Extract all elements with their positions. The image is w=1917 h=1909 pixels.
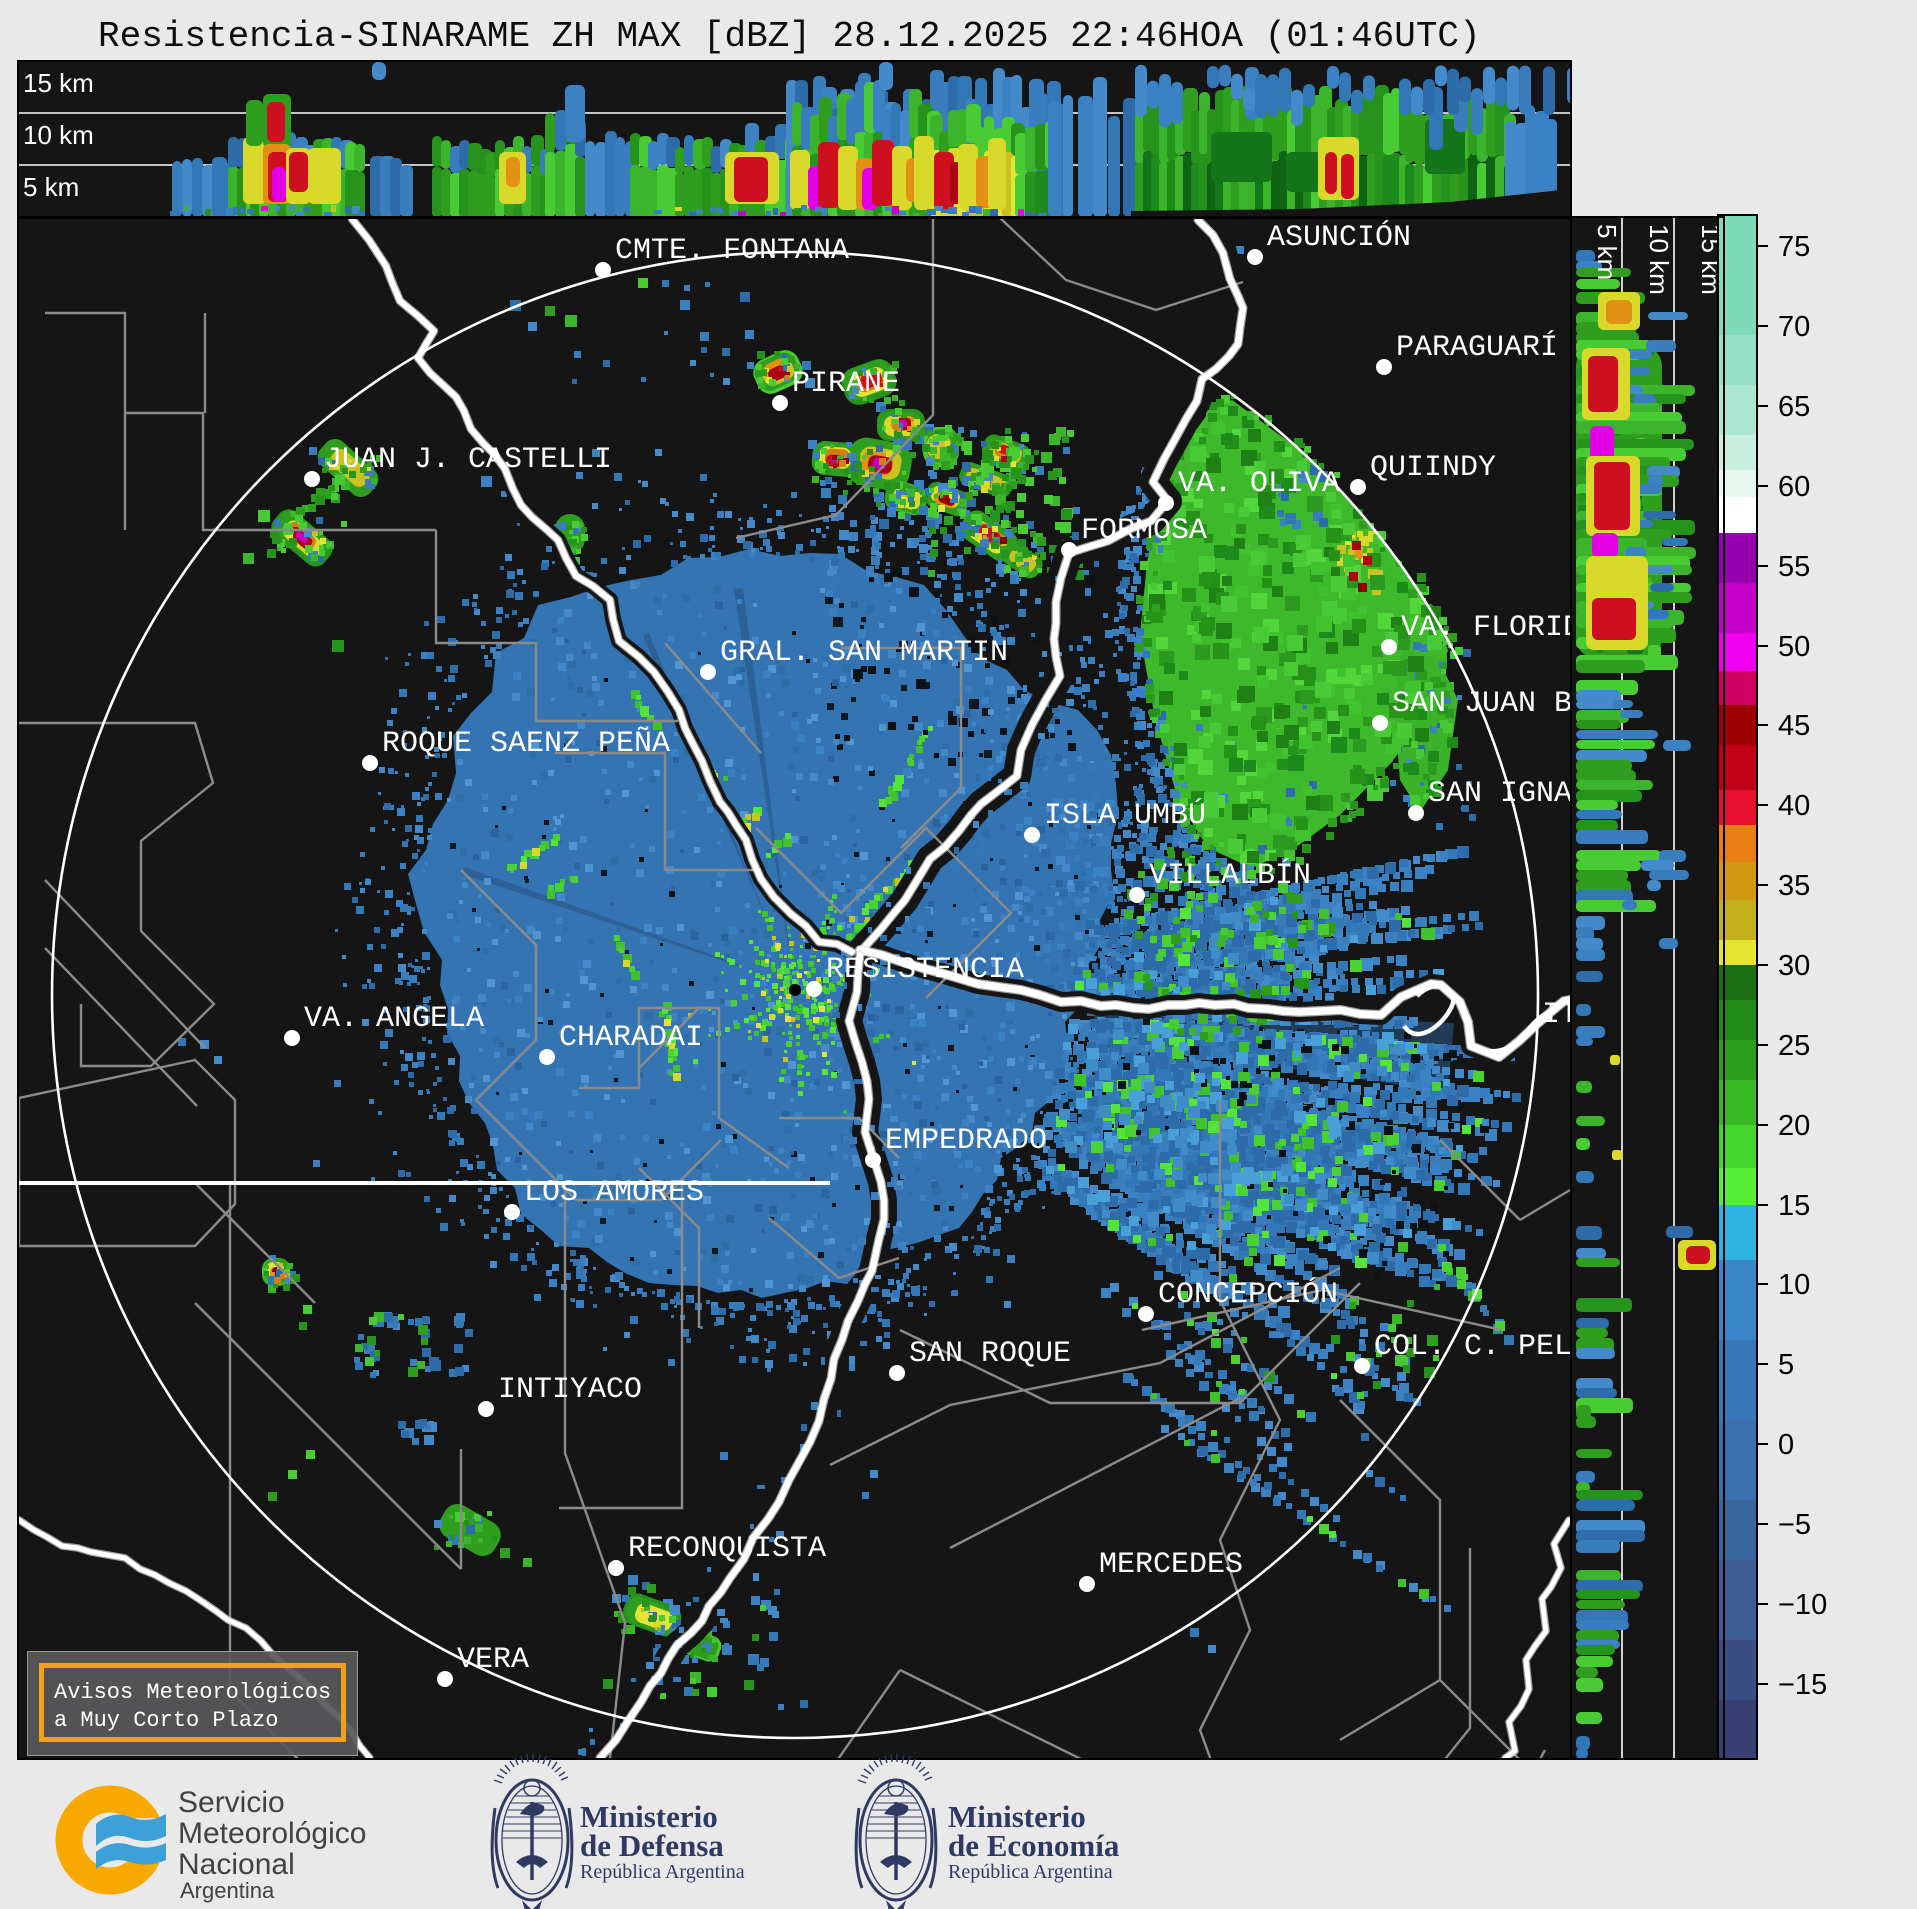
svg-text:Nacional: Nacional (178, 1848, 295, 1881)
svg-text:Meteorológico: Meteorológico (178, 1817, 366, 1850)
svg-text:CONCEPCIÓN: CONCEPCIÓN (1158, 1277, 1338, 1312)
svg-text:60: 60 (1778, 471, 1810, 503)
svg-text:República Argentina: República Argentina (948, 1861, 1113, 1883)
svg-text:VA. ANGELA: VA. ANGELA (304, 1002, 484, 1036)
svg-text:VILLALBÍN: VILLALBÍN (1149, 858, 1311, 893)
svg-text:20: 20 (1778, 1110, 1810, 1142)
svg-text:Servicio: Servicio (178, 1786, 285, 1819)
svg-text:LOS AMORES: LOS AMORES (524, 1176, 704, 1210)
svg-text:QUIINDY: QUIINDY (1370, 451, 1496, 485)
svg-text:10 km: 10 km (1644, 224, 1674, 295)
svg-text:PIRANE: PIRANE (792, 367, 900, 401)
svg-text:de Defensa: de Defensa (580, 1828, 724, 1863)
svg-text:ITATÍ: ITATÍ (1542, 997, 1570, 1032)
svg-text:RESISTENCIA: RESISTENCIA (826, 953, 1024, 987)
svg-text:República Argentina: República Argentina (580, 1861, 745, 1883)
svg-text:RECONQUISTA: RECONQUISTA (628, 1532, 826, 1566)
svg-text:Ministerio: Ministerio (580, 1799, 718, 1834)
svg-text:0: 0 (1778, 1429, 1794, 1461)
svg-text:15 km: 15 km (23, 68, 94, 98)
svg-text:10 km: 10 km (23, 120, 94, 150)
svg-text:10: 10 (1778, 1269, 1810, 1301)
svg-text:35: 35 (1778, 870, 1810, 902)
svg-text:INTIYACO: INTIYACO (498, 1373, 642, 1407)
svg-text:SAN ROQUE: SAN ROQUE (909, 1337, 1071, 1371)
svg-text:50: 50 (1778, 631, 1810, 663)
svg-text:30: 30 (1778, 950, 1810, 982)
svg-text:−15: −15 (1778, 1669, 1827, 1701)
svg-text:−10: −10 (1778, 1589, 1827, 1621)
svg-text:PARAGUARÍ: PARAGUARÍ (1396, 330, 1558, 365)
svg-text:75: 75 (1778, 231, 1810, 263)
svg-text:Argentina: Argentina (180, 1878, 275, 1903)
svg-text:VA. FLORIDA: VA. FLORIDA (1401, 611, 1570, 645)
svg-text:Ministerio: Ministerio (948, 1799, 1086, 1834)
svg-text:CHARADAI: CHARADAI (559, 1021, 703, 1055)
svg-text:5: 5 (1778, 1349, 1794, 1381)
svg-text:−5: −5 (1778, 1509, 1811, 1541)
svg-text:ASUNCIÓN: ASUNCIÓN (1267, 220, 1411, 255)
svg-text:5 km: 5 km (23, 172, 79, 202)
svg-text:GRAL. SAN MARTIN: GRAL. SAN MARTIN (720, 636, 1008, 670)
svg-text:SAN JUAN B: SAN JUAN B (1392, 687, 1570, 721)
svg-text:ISLA UMBÚ: ISLA UMBÚ (1044, 798, 1206, 833)
svg-text:de Economía: de Economía (948, 1828, 1120, 1863)
svg-text:VERA: VERA (457, 1643, 529, 1677)
svg-text:15: 15 (1778, 1190, 1810, 1222)
svg-text:55: 55 (1778, 551, 1810, 583)
svg-text:SAN IGNACIO: SAN IGNACIO (1428, 777, 1570, 811)
svg-text:EMPEDRADO: EMPEDRADO (885, 1124, 1047, 1158)
svg-text:JUAN J. CASTELLI: JUAN J. CASTELLI (324, 443, 612, 477)
svg-text:65: 65 (1778, 391, 1810, 423)
svg-text:FORMOSA: FORMOSA (1081, 514, 1207, 548)
svg-text:CMTE. FONTANA: CMTE. FONTANA (615, 234, 849, 268)
svg-text:45: 45 (1778, 710, 1810, 742)
svg-text:25: 25 (1778, 1030, 1810, 1062)
svg-text:COL. C. PELLEGRINI: COL. C. PELLEGRINI (1374, 1330, 1570, 1364)
svg-text:MERCEDES: MERCEDES (1099, 1548, 1243, 1582)
svg-text:70: 70 (1778, 311, 1810, 343)
svg-text:5 km: 5 km (1592, 224, 1622, 280)
svg-text:40: 40 (1778, 790, 1810, 822)
svg-text:VA. OLIVA: VA. OLIVA (1178, 467, 1340, 501)
svg-text:ROQUE SAENZ PEÑA: ROQUE SAENZ PEÑA (382, 726, 670, 761)
